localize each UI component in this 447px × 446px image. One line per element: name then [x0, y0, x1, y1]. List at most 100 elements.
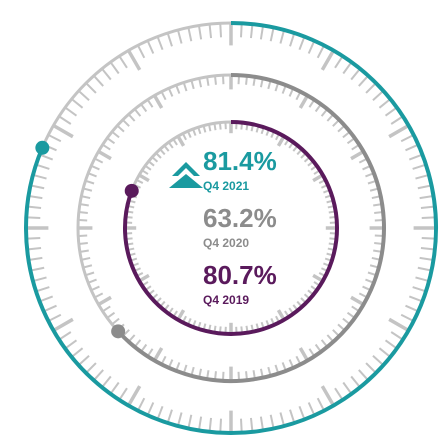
dial-tick [91, 285, 100, 291]
dial-tick [177, 30, 183, 44]
dial-tick [358, 292, 367, 298]
dial-tick [65, 339, 78, 349]
dial-tick [358, 75, 369, 87]
dial-tick [80, 203, 89, 207]
dial-tick [334, 56, 343, 69]
dial-tick [269, 28, 275, 42]
dial-tick [267, 80, 272, 90]
dial-tick [156, 37, 164, 51]
dial-tick [167, 33, 173, 47]
dial-tick [252, 77, 256, 86]
dial-tick [408, 153, 422, 161]
dial-tick [300, 297, 306, 303]
dial-tick [198, 26, 203, 40]
dial-tick [295, 92, 301, 101]
value-label: 80.7% [203, 260, 277, 290]
dial-tick [164, 304, 170, 311]
dial-tick [175, 85, 181, 94]
dial-tick [140, 343, 148, 352]
dial-tick [91, 165, 100, 171]
dial-tick [417, 266, 431, 272]
dial-tick [321, 267, 328, 272]
dial-tick [400, 134, 414, 143]
dial-tick [31, 266, 45, 272]
dial-tick [127, 50, 142, 71]
dial-tick [320, 50, 335, 71]
dial-tick [296, 300, 303, 307]
dial-tick [259, 26, 264, 40]
dial-tick [86, 362, 97, 373]
dial-tick [365, 83, 376, 94]
value-label: 63.2% [203, 203, 277, 233]
dial-tick [182, 315, 187, 323]
dial-tick [245, 371, 248, 380]
dial-tick [110, 62, 120, 75]
dial-tick [112, 131, 120, 139]
dial-tick [332, 329, 340, 337]
dial-tick [112, 317, 120, 325]
dial-tick [298, 95, 309, 109]
dial-tick [145, 165, 152, 171]
dial-tick [183, 364, 188, 373]
dial-tick [324, 257, 332, 262]
dial-tick [48, 134, 62, 143]
dial-tick [48, 313, 62, 322]
dial-tick [132, 262, 139, 267]
dial-tick [342, 317, 350, 325]
dial-tick [289, 409, 295, 423]
dial-tick [175, 362, 181, 371]
dial-tick [326, 252, 333, 257]
dial-tick [274, 83, 279, 92]
period-label: Q4 2021 [203, 179, 249, 193]
dial-tick [249, 25, 254, 39]
dial-tick [153, 95, 164, 109]
dial-tick [147, 402, 155, 415]
dial-tick [289, 33, 295, 47]
dial-tick [126, 216, 133, 219]
dial-tick [384, 339, 397, 349]
dial-tick [327, 205, 334, 209]
dial-tick [245, 124, 249, 131]
dial-tick [128, 205, 135, 209]
dial-tick [161, 355, 167, 364]
dial-tick [102, 144, 111, 151]
dial-tick [156, 153, 162, 159]
dial-tick [31, 184, 45, 190]
dial-tick [326, 334, 334, 342]
dial-tick [28, 246, 42, 251]
dial-tick [316, 397, 325, 411]
dial-tick [373, 249, 382, 253]
dial-tick [400, 313, 414, 322]
dial-tick [324, 194, 332, 199]
dial-tick [95, 158, 104, 164]
dial-tick [265, 320, 270, 327]
dial-tick [53, 317, 74, 332]
dial-tick [127, 210, 134, 214]
dial-tick [127, 242, 134, 246]
dial-tick [303, 293, 310, 300]
dial-tick [198, 368, 203, 377]
dial-tick [351, 144, 360, 151]
dial-tick [313, 169, 320, 175]
dial-tick [334, 387, 343, 400]
dial-tick [390, 331, 403, 340]
dial-tick [176, 309, 186, 320]
dial-tick [198, 79, 203, 88]
dial-tick [83, 187, 93, 192]
dial-tick [288, 88, 294, 97]
dial-tick [134, 267, 141, 272]
dial-tick [342, 381, 352, 394]
dial-tick [367, 180, 376, 185]
dial-tick [337, 125, 345, 133]
dial-tick [213, 325, 217, 332]
dial-tick [208, 417, 213, 431]
dial-tick [365, 172, 374, 178]
dial-tick [93, 75, 104, 87]
dial-tick [183, 83, 188, 92]
dial-tick [27, 236, 41, 240]
dial-tick [371, 256, 380, 261]
dial-tick [152, 156, 159, 163]
dial-tick [346, 311, 355, 319]
dial-tick [326, 199, 333, 204]
